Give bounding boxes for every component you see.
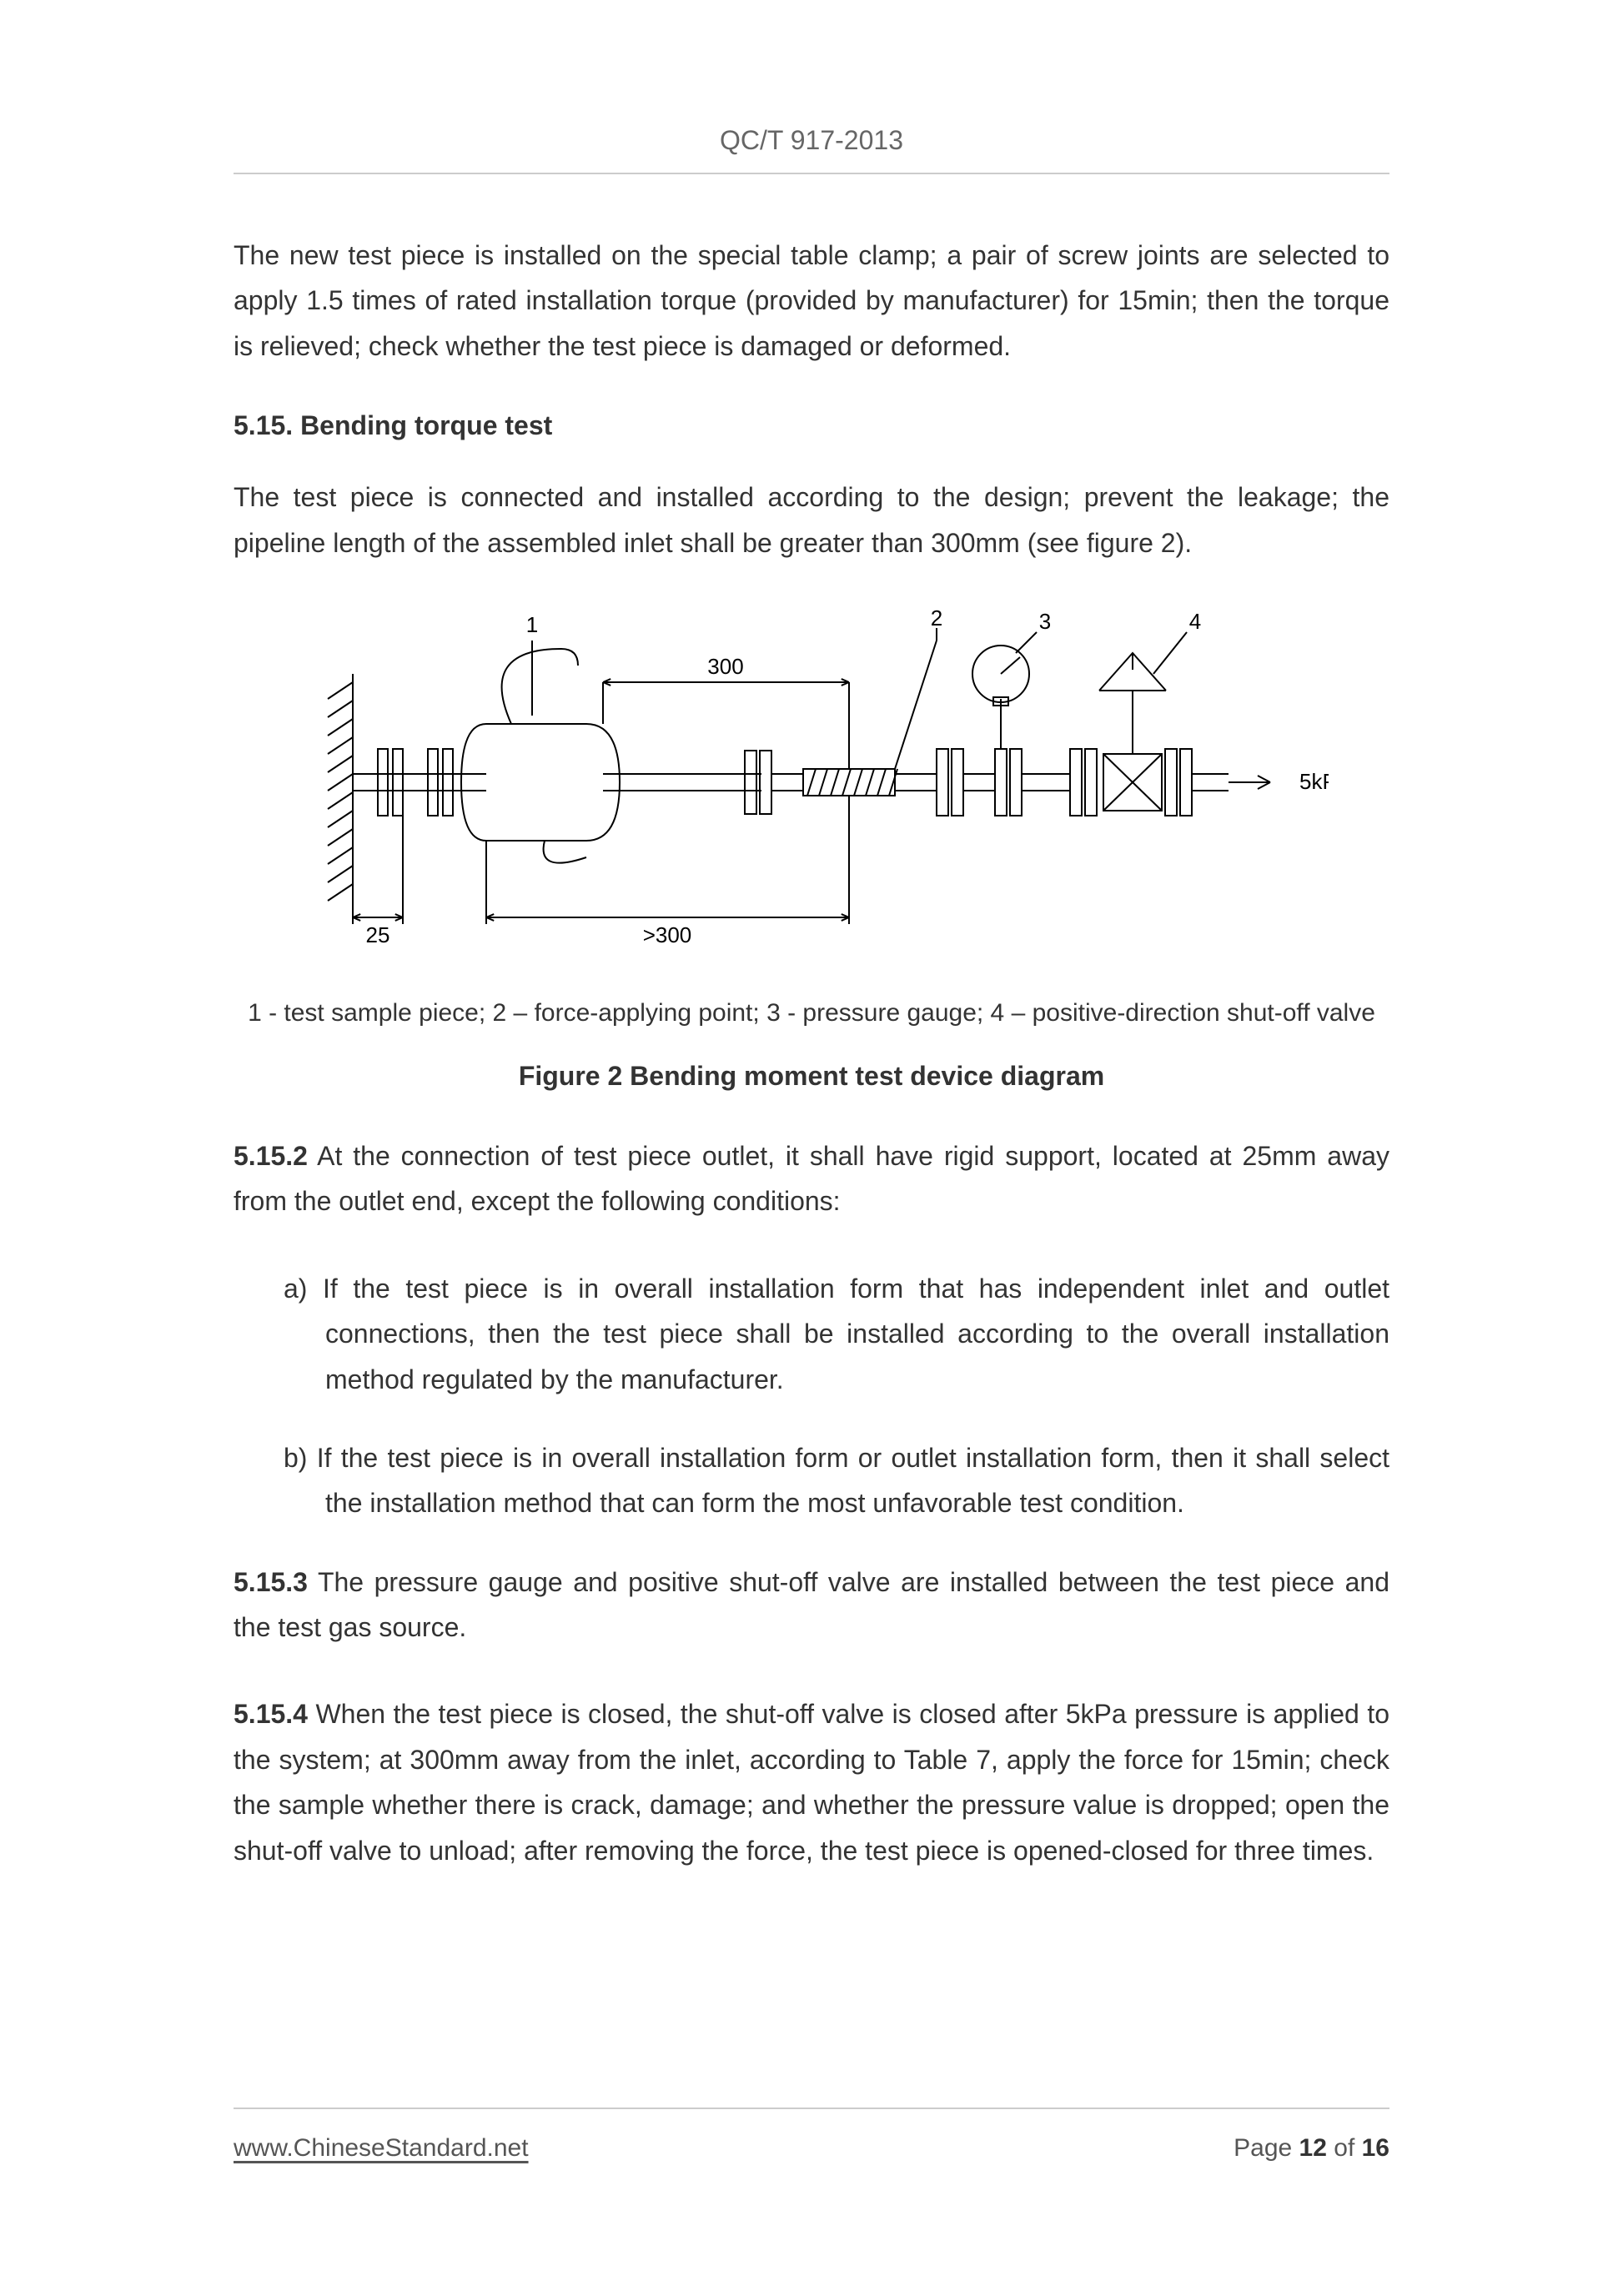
- clause-5-15-4: 5.15.4 When the test piece is closed, th…: [234, 1691, 1389, 1873]
- footer-page-current: 12: [1299, 2134, 1327, 2162]
- footer-page-number: Page 12 of 16: [1234, 2134, 1389, 2163]
- figure-2-title: Figure 2 Bending moment test device diag…: [234, 1061, 1389, 1092]
- svg-text:>300: >300: [643, 922, 692, 947]
- svg-text:4: 4: [1189, 609, 1201, 634]
- figure-2-diagram: 1 2 3 4 5kPa 300 25 >300: [234, 607, 1389, 957]
- clause-5-15-2: 5.15.2 At the connection of test piece o…: [234, 1133, 1389, 1224]
- svg-text:3: 3: [1039, 609, 1051, 634]
- svg-text:300: 300: [707, 654, 743, 679]
- footer-page-prefix: Page: [1234, 2134, 1299, 2162]
- footer-rule: [234, 2108, 1389, 2109]
- page-footer: www.ChineseStandard.net Page 12 of 16: [234, 2108, 1389, 2163]
- svg-text:1: 1: [526, 612, 538, 637]
- list-item-b: b) If the test piece is in overall insta…: [284, 1435, 1389, 1526]
- doc-id-header: QC/T 917-2013: [234, 125, 1389, 156]
- footer-page-of: of: [1327, 2134, 1362, 2162]
- footer-page-total: 16: [1362, 2134, 1389, 2162]
- clause-5-15-4-label: 5.15.4: [234, 1699, 308, 1729]
- figure-2-legend: 1 - test sample piece; 2 – force-applyin…: [234, 999, 1389, 1027]
- section-5-15-body: The test piece is connected and installe…: [234, 475, 1389, 565]
- list-item-a: a) If the test piece is in overall insta…: [284, 1266, 1389, 1402]
- header-rule: [234, 173, 1389, 174]
- clause-5-15-2-body: At the connection of test piece outlet, …: [234, 1141, 1389, 1216]
- clause-5-15-3-body: The pressure gauge and positive shut-off…: [234, 1567, 1389, 1642]
- intro-paragraph: The new test piece is installed on the s…: [234, 233, 1389, 369]
- clause-5-15-3: 5.15.3 The pressure gauge and positive s…: [234, 1560, 1389, 1650]
- section-5-15-heading: 5.15. Bending torque test: [234, 410, 1389, 441]
- svg-text:25: 25: [366, 922, 390, 947]
- clause-5-15-4-body: When the test piece is closed, the shut-…: [234, 1699, 1389, 1865]
- clause-5-15-2-list: a) If the test piece is in overall insta…: [234, 1266, 1389, 1526]
- clause-5-15-3-label: 5.15.3: [234, 1567, 308, 1597]
- footer-site-link[interactable]: www.ChineseStandard.net: [234, 2134, 529, 2163]
- svg-text:2: 2: [931, 607, 942, 631]
- svg-text:5kPa: 5kPa: [1299, 769, 1329, 794]
- clause-5-15-2-label: 5.15.2: [234, 1141, 308, 1171]
